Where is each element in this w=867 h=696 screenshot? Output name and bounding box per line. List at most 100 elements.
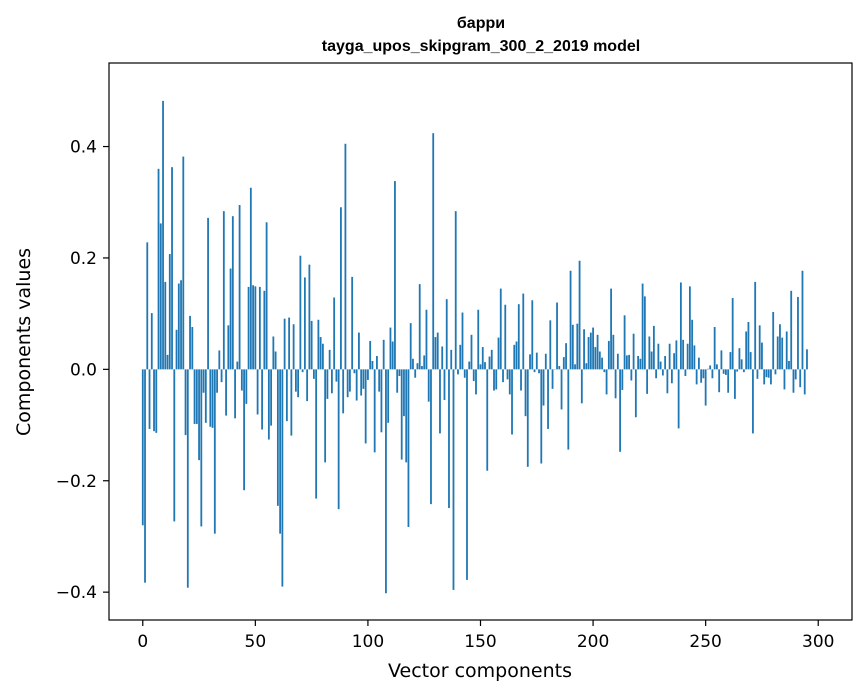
bar [285,369,288,422]
bar [371,361,374,370]
bar [180,280,182,370]
bar [297,369,300,398]
bar [481,347,484,370]
chart-subtitle: tayga_upos_skipgram_300_2_2019 model [322,38,640,55]
bar [661,369,664,376]
bar [713,327,716,370]
bar [364,369,367,444]
bar [738,348,741,370]
bar [576,323,579,370]
bar [396,369,399,393]
bar [321,343,324,370]
bar [283,318,286,370]
bar [340,207,342,370]
bar [173,369,176,522]
bar [141,369,144,526]
bar [202,369,205,393]
bar [781,337,784,370]
bar [515,341,518,370]
bar [522,293,525,370]
bar [749,352,752,370]
bar [472,369,475,382]
bar [276,369,279,506]
bar [337,369,340,510]
bar [168,254,171,370]
bar [229,268,232,370]
bar [274,351,277,370]
bar [490,349,493,370]
bar [765,369,768,378]
bar [195,369,198,424]
bar [144,369,146,583]
bar [288,317,291,370]
bar [207,217,209,370]
bar [704,369,707,406]
bar [761,342,763,370]
bar [182,156,185,370]
bar [308,264,311,370]
y-axis-label: Components values [13,248,35,436]
bar [468,361,471,370]
bar [222,211,225,370]
bar [799,369,802,388]
bar [700,369,703,383]
bar [457,369,459,375]
bar [394,181,396,370]
bar [376,355,378,370]
bar [752,369,754,434]
bar [184,369,187,436]
bar [213,369,216,534]
x-axis-ticks: 0 50 100 150 200 250 300 [137,620,834,652]
bar [479,364,482,370]
bar [416,363,419,370]
bar [324,369,327,463]
bar [569,270,572,370]
x-tick-label: 50 [245,632,267,652]
bar [258,286,261,370]
bar [747,322,750,370]
bar [788,361,790,370]
bar [243,369,245,491]
bar [502,369,504,383]
bar [650,351,653,370]
bar [261,369,263,430]
bar [736,369,739,372]
bar [770,369,772,385]
bar [790,290,793,370]
bar [369,340,372,370]
bar [711,369,714,379]
x-axis-label: Vector components [388,660,572,682]
bar [306,369,309,402]
bar [346,369,349,398]
bar [493,369,495,391]
bar [578,260,581,370]
bar [335,369,338,382]
bar [326,369,329,399]
bar [486,369,489,471]
bar [621,369,624,390]
bar [686,343,689,370]
bar [193,369,196,424]
bar [367,369,369,380]
bar [200,369,203,527]
bar [439,369,441,434]
bar [580,369,583,404]
bar [412,358,414,370]
bar [803,369,806,395]
bar [146,242,149,370]
bar [745,331,748,370]
bar [614,369,617,399]
bar [236,361,239,370]
bar [684,369,687,377]
bar [265,222,268,370]
bar [216,369,218,393]
bar [634,369,637,418]
bar [601,357,603,370]
bar [756,369,759,379]
bar [616,353,619,370]
bar [157,168,160,370]
bar [531,300,534,370]
bar [380,369,383,433]
bar [517,304,520,370]
bar [607,340,610,370]
